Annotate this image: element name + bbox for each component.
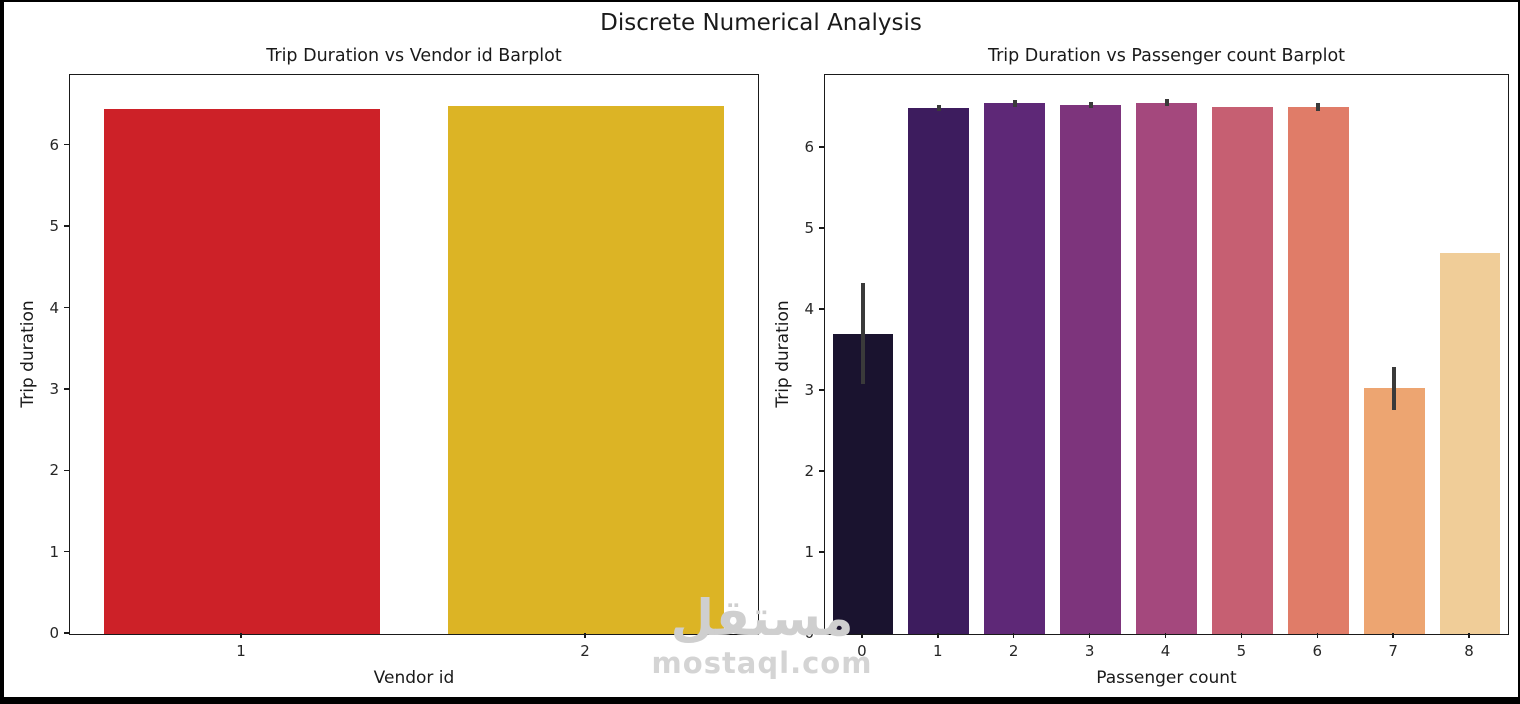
- error-bar: [1316, 103, 1321, 112]
- x-tick-mark: [240, 633, 242, 638]
- y-tick-mark: [819, 632, 824, 634]
- passenger-barplot-axes: [824, 74, 1509, 635]
- y-tick-label: 1: [49, 542, 59, 561]
- x-tick-mark: [1468, 633, 1470, 638]
- y-tick-mark: [64, 550, 69, 553]
- x-tick-label: 8: [1464, 642, 1474, 660]
- y-tick-label: 5: [49, 217, 59, 236]
- y-tick-label: 1: [804, 542, 814, 561]
- y-tick-label: 6: [49, 135, 59, 154]
- x-tick-mark: [1013, 633, 1015, 638]
- error-bar: [1164, 99, 1169, 106]
- error-bar: [1392, 366, 1397, 411]
- y-tick-mark: [819, 551, 824, 553]
- x-tick-mark: [584, 633, 586, 638]
- error-bar: [1012, 100, 1017, 107]
- error-bar: [1088, 101, 1093, 109]
- y-tick-label: 2: [804, 461, 814, 480]
- y-tick-mark: [819, 227, 824, 229]
- y-tick-mark: [64, 306, 69, 309]
- x-tick-label: 1: [933, 642, 943, 660]
- y-tick-label: 0: [49, 624, 59, 642]
- x-tick-label: 2: [1008, 642, 1019, 660]
- x-tick-mark: [1164, 633, 1167, 638]
- bar-passenger-count-4: [1136, 102, 1197, 634]
- y-tick-mark: [819, 389, 824, 391]
- bar-passenger-count-0: [832, 334, 894, 634]
- y-tick-mark: [64, 388, 69, 390]
- x-tick-label: 7: [1388, 642, 1398, 660]
- y-tick-mark: [64, 144, 69, 146]
- x-tick-mark: [1240, 633, 1243, 638]
- y-tick-mark: [819, 308, 824, 310]
- y-tick-label: 3: [49, 379, 59, 398]
- y-tick-label: 2: [49, 461, 59, 480]
- bar-vendor-id-2: [448, 105, 724, 634]
- bar-passenger-count-5: [1212, 106, 1273, 634]
- x-tick-mark: [861, 633, 863, 638]
- x-tick-mark: [937, 633, 939, 638]
- bar-passenger-count-8: [1439, 253, 1501, 634]
- x-tick-mark: [1088, 633, 1091, 638]
- y-tick-mark: [819, 470, 824, 472]
- y-tick-label: 5: [804, 218, 814, 237]
- x-tick-mark: [1392, 633, 1394, 638]
- x-tick-label: 6: [1312, 642, 1323, 660]
- x-tick-label: 1: [236, 642, 246, 660]
- bar-passenger-count-3: [1060, 104, 1121, 634]
- passenger-chart-title: Trip Duration vs Passenger count Barplot: [987, 46, 1346, 66]
- x-tick-label: 0: [857, 642, 867, 660]
- bar-passenger-count-1: [908, 108, 970, 634]
- error-bar: [860, 283, 865, 384]
- error-bar: [936, 104, 941, 112]
- vendor-chart-title: Trip Duration vs Vendor id Barplot: [266, 46, 562, 66]
- y-tick-label: 6: [804, 137, 814, 156]
- figure-title: Discrete Numerical Analysis: [600, 10, 922, 36]
- y-tick-label: 4: [49, 298, 59, 317]
- x-tick-label: 3: [1084, 642, 1095, 660]
- y-tick-label: 0: [804, 624, 814, 642]
- x-tick-label: 4: [1160, 642, 1171, 660]
- bar-passenger-count-6: [1287, 107, 1349, 634]
- vendor-barplot-axes: [69, 74, 759, 635]
- y-tick-mark: [819, 146, 824, 148]
- y-tick-mark: [64, 225, 69, 227]
- bar-passenger-count-7: [1363, 387, 1425, 634]
- vendor-x-axis-label: Vendor id: [373, 668, 455, 688]
- y-tick-mark: [64, 632, 69, 634]
- passenger-x-axis-label: Passenger count: [1096, 668, 1237, 688]
- y-tick-label: 3: [804, 380, 814, 399]
- x-tick-label: 2: [580, 642, 590, 660]
- x-tick-mark: [1316, 633, 1318, 638]
- y-tick-mark: [64, 469, 69, 471]
- x-tick-label: 5: [1236, 642, 1247, 660]
- y-tick-label: 4: [804, 299, 814, 318]
- bar-vendor-id-1: [104, 109, 380, 634]
- bar-passenger-count-2: [984, 103, 1046, 634]
